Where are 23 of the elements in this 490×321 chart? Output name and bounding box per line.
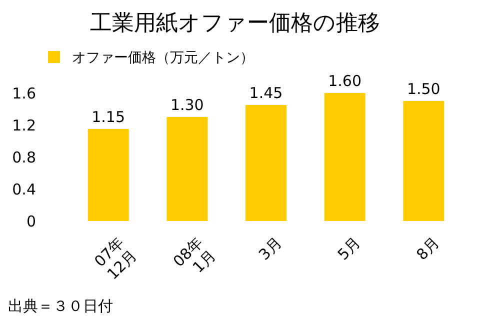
y-tick-label: 0.4 xyxy=(12,180,36,198)
y-tick-label: 0 xyxy=(26,212,36,230)
bar xyxy=(166,117,208,221)
text: 1.50 xyxy=(406,80,440,98)
x-tick-label: 8月 xyxy=(412,234,443,264)
x-tick-label: 5月 xyxy=(334,234,364,264)
chart-title: 工業用紙オファー価格の推移 xyxy=(90,11,380,36)
x-tick-label: 3月 xyxy=(255,234,286,264)
bar xyxy=(246,105,286,221)
text: 1.15 xyxy=(92,108,126,126)
source-note: 出典＝３０日付 xyxy=(8,297,113,315)
x-tick-label: 08年 1月 xyxy=(170,234,220,276)
bar xyxy=(403,101,444,221)
text: 1.60 xyxy=(328,72,362,90)
bar xyxy=(324,93,366,221)
text: 1.45 xyxy=(249,84,283,102)
x-tick-label: 07年 12月 xyxy=(90,234,140,284)
legend-label: オファー価格（万元／トン） xyxy=(72,50,254,66)
text: 1.30 xyxy=(170,96,204,114)
y-tick-label: 1.2 xyxy=(12,116,36,134)
y-tick-label: 1.6 xyxy=(12,84,36,102)
y-tick-label: 0.8 xyxy=(12,148,36,166)
bar xyxy=(88,129,129,221)
